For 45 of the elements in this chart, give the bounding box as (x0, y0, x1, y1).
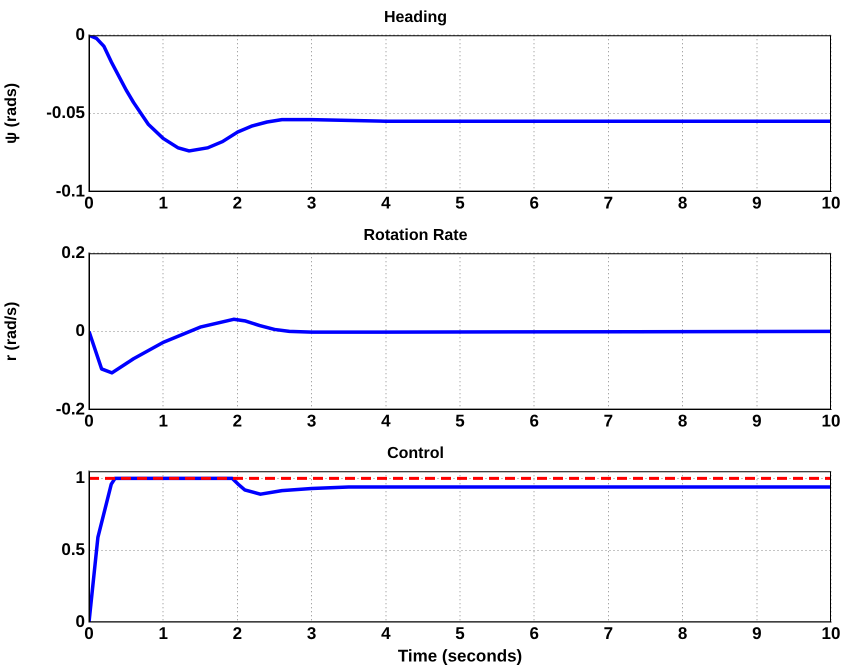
x-tick-label: 3 (306, 411, 316, 430)
x-tick-label: 5 (455, 411, 465, 430)
x-axis-title: Time (seconds) (398, 646, 522, 666)
x-tick-label: 8 (678, 193, 688, 212)
x-tick-label: 9 (752, 411, 762, 430)
x-tick-label: 9 (752, 193, 762, 212)
y-tick-label: 0 (76, 321, 85, 340)
y-tick-label: 0.2 (61, 242, 85, 262)
x-tick-label: 10 (822, 624, 840, 644)
x-tick-label: 9 (752, 624, 762, 644)
x-tick-label: 5 (455, 193, 465, 212)
chart-title: Control (387, 445, 444, 462)
x-tick-label: 8 (678, 411, 688, 430)
y-tick-label: -0.05 (46, 103, 85, 122)
chart-title: Heading (384, 9, 448, 26)
x-tick-label: 4 (381, 411, 392, 430)
x-tick-label: 8 (678, 624, 688, 644)
x-tick-label: 6 (529, 624, 539, 644)
x-tick-label: 7 (604, 411, 614, 430)
x-tick-label: 2 (232, 411, 242, 430)
y-tick-label: 0 (76, 24, 85, 44)
x-tick-label: 1 (158, 193, 168, 212)
y-axis-title: ψ (rads) (3, 82, 20, 144)
x-tick-label: 5 (455, 624, 465, 644)
y-tick-label: 0 (76, 612, 85, 631)
y-tick-label: 1 (76, 468, 85, 488)
y-tick-label: -0.2 (56, 399, 85, 418)
x-tick-label: 4 (381, 193, 392, 212)
x-tick-label: 2 (232, 193, 242, 212)
x-tick-label: 7 (604, 193, 614, 212)
x-tick-label: 1 (158, 411, 168, 430)
x-tick-label: 6 (529, 411, 539, 430)
x-tick-label: 10 (822, 411, 840, 430)
y-tick-label: -0.1 (56, 181, 85, 200)
y-tick-label: 0.5 (61, 540, 85, 559)
chart-title: Rotation Rate (364, 227, 468, 244)
x-tick-label: 4 (381, 624, 392, 644)
x-tick-label: 1 (158, 624, 168, 644)
y-axis-title: r (rad/s) (3, 302, 20, 362)
x-tick-label: 2 (232, 624, 242, 644)
x-tick-label: 6 (529, 193, 539, 212)
x-tick-label: 10 (822, 193, 840, 212)
x-tick-label: 3 (306, 193, 316, 212)
x-tick-label: 3 (306, 624, 316, 644)
x-tick-label: 7 (604, 624, 614, 644)
